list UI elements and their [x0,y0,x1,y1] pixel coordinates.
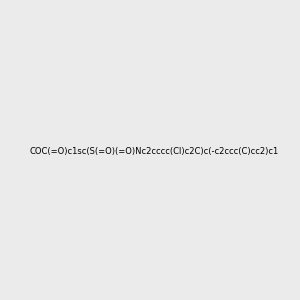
Text: COC(=O)c1sc(S(=O)(=O)Nc2cccc(Cl)c2C)c(-c2ccc(C)cc2)c1: COC(=O)c1sc(S(=O)(=O)Nc2cccc(Cl)c2C)c(-c… [29,147,278,156]
